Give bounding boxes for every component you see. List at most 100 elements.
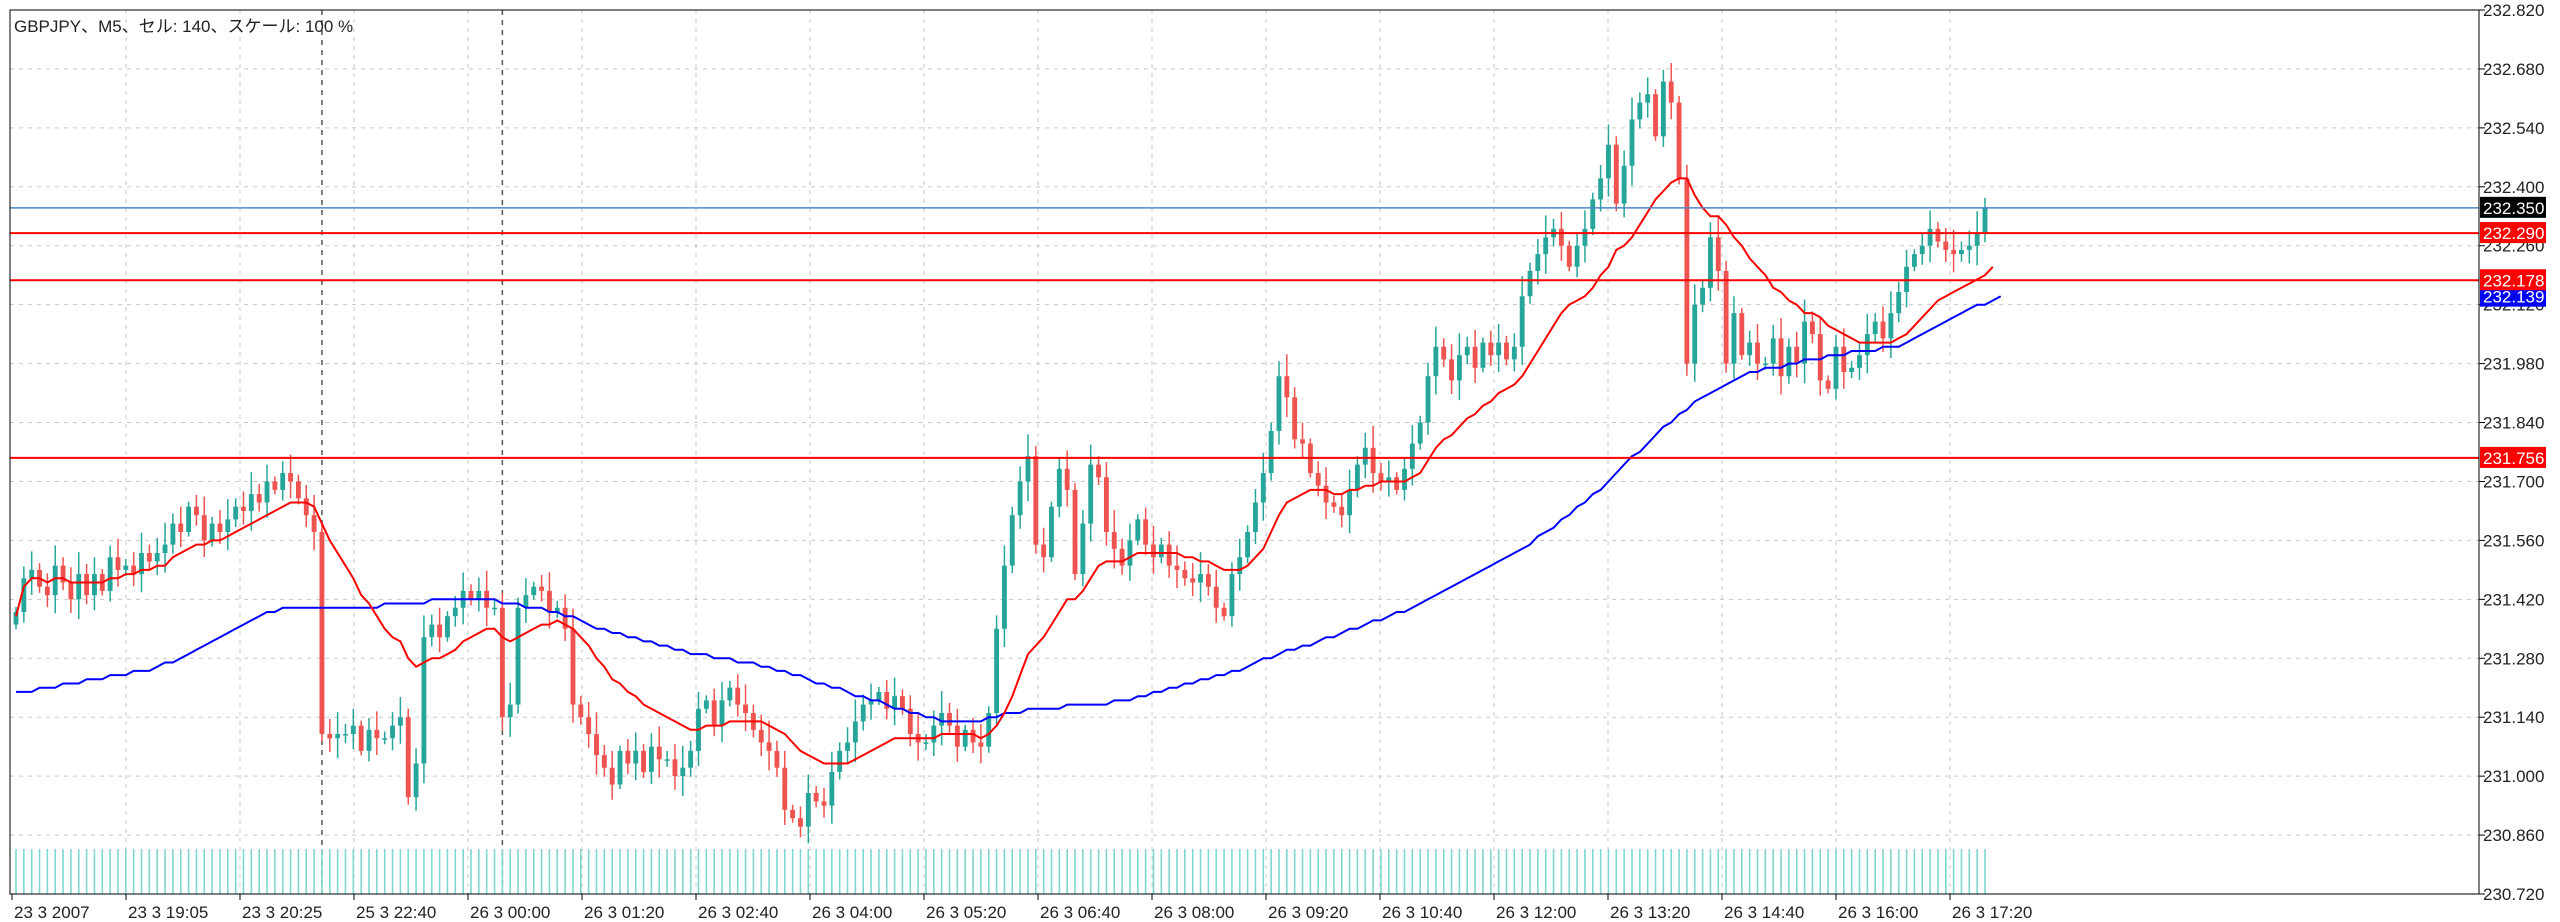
candle-body	[21, 578, 27, 612]
candle-body	[1543, 237, 1549, 255]
candle-body	[1362, 447, 1368, 465]
candle-body	[1676, 102, 1682, 179]
candle-body	[672, 759, 678, 777]
candle-body	[139, 553, 144, 575]
candle-body	[617, 750, 623, 785]
candle-body	[1347, 489, 1353, 516]
candle-body	[209, 523, 215, 541]
candle-body	[1606, 144, 1611, 179]
candle-body	[1213, 586, 1219, 608]
candle-body	[813, 792, 819, 802]
candle-body	[1292, 397, 1298, 440]
y-tick-label: 231.280	[2483, 649, 2544, 668]
candle-body	[1723, 270, 1729, 364]
candle-body	[1441, 346, 1447, 360]
slow-ma-line	[16, 295, 2002, 723]
x-tick-label: 26 3 10:40	[1382, 903, 1462, 922]
candle-body	[1370, 447, 1376, 474]
candle-body	[852, 721, 858, 743]
candle-body	[1323, 485, 1329, 503]
candle-body	[264, 481, 270, 503]
x-tick-label: 26 3 01:20	[584, 903, 664, 922]
y-tick-label: 232.400	[2483, 178, 2544, 197]
hline-price-tag-bg	[2480, 269, 2546, 291]
candle-body	[1911, 254, 1917, 267]
x-tick-label: 26 3 09:20	[1268, 903, 1348, 922]
candle-body	[970, 729, 976, 743]
candle-body	[1582, 228, 1588, 246]
x-tick-label: 26 3 13:20	[1610, 903, 1690, 922]
x-tick-label: 23 3 19:05	[128, 903, 208, 922]
candle-body	[1880, 321, 1886, 339]
candle-body	[429, 624, 435, 638]
candle-body	[703, 700, 709, 709]
candle-body	[939, 712, 945, 726]
candle-body	[1864, 334, 1870, 356]
candle-body	[201, 515, 207, 541]
candle-body	[1802, 321, 1808, 364]
candle-body	[413, 763, 419, 798]
volume-bars	[15, 849, 1986, 894]
candle-body	[1151, 544, 1156, 558]
candle-body	[327, 734, 333, 739]
x-tick-label: 26 3 05:20	[926, 903, 1006, 922]
candle-body	[1260, 473, 1266, 503]
candle-body	[1198, 574, 1203, 583]
candle-body	[193, 506, 199, 516]
candle-body	[1778, 338, 1784, 377]
candle-body	[1464, 346, 1470, 356]
candle-body	[44, 586, 50, 596]
candle-body	[1919, 245, 1925, 255]
x-tick-label: 26 3 12:00	[1496, 903, 1576, 922]
candle-body	[468, 590, 474, 600]
candle-body	[837, 750, 843, 772]
candle-body	[1809, 321, 1815, 335]
candle-body	[1268, 430, 1274, 474]
candle-body	[884, 691, 890, 709]
candle-body	[523, 595, 529, 608]
candle-body	[554, 607, 560, 612]
time-axis[interactable]: 23 3 2007 23 3 19:05 23 3 20:25 25 3 22:40 2…	[11, 894, 2032, 922]
candle-body	[1817, 334, 1823, 381]
candle-body	[1135, 519, 1141, 541]
candle-body	[1166, 544, 1172, 566]
candle-body	[892, 696, 898, 709]
candle-body	[1849, 367, 1855, 373]
candle-body	[1637, 102, 1643, 120]
candle-body	[1001, 565, 1007, 629]
candle-body	[1025, 456, 1031, 482]
candle-body	[900, 696, 905, 709]
candle-body	[1174, 565, 1180, 570]
candle-body	[1770, 338, 1776, 364]
candle-body	[1080, 523, 1086, 575]
candle-body	[437, 624, 443, 638]
candle-body	[743, 704, 748, 713]
candle-body	[295, 481, 301, 499]
candle-body	[1896, 292, 1902, 314]
candle-body	[445, 616, 450, 638]
candle-body	[1072, 489, 1078, 575]
candle-body	[84, 574, 90, 596]
candle-body	[1103, 477, 1109, 532]
candle-body	[1629, 119, 1635, 166]
candle-body	[923, 742, 929, 744]
candle-body	[154, 553, 160, 562]
candle-body	[1049, 506, 1054, 558]
candle-body	[476, 590, 482, 600]
candle-body	[1872, 321, 1878, 335]
current-price-tag-bg	[2480, 196, 2546, 218]
candle-body	[1378, 473, 1384, 482]
candle-body	[1472, 346, 1478, 368]
horizontal-lines[interactable]	[10, 207, 2479, 459]
candle-body	[947, 712, 952, 726]
y-tick-label: 232.820	[2483, 1, 2544, 20]
candle-body	[1566, 245, 1572, 267]
candle-body	[1590, 199, 1596, 229]
candle-body	[1794, 346, 1800, 364]
candle-body	[29, 569, 35, 579]
candle-body	[1488, 342, 1494, 356]
candle-body	[664, 759, 670, 761]
candle-body	[578, 704, 584, 718]
candle-body	[1276, 376, 1282, 431]
